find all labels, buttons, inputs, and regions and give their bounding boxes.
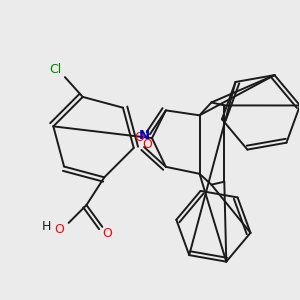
Text: O: O [142,138,152,151]
Text: Cl: Cl [49,63,61,76]
Text: O: O [54,223,64,236]
Text: H: H [42,220,52,233]
Text: O: O [102,227,112,240]
Text: N: N [139,129,150,142]
Text: O: O [134,130,144,144]
